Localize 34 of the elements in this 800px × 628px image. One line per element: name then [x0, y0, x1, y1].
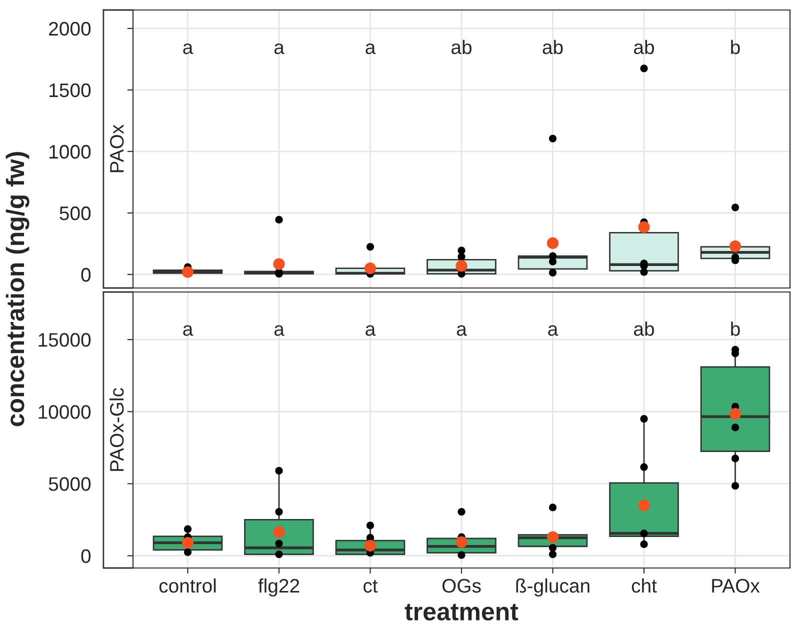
x-tick-label: ß-glucan	[516, 578, 590, 597]
y-tick-label: 0	[81, 268, 91, 282]
annotation: ab	[634, 40, 654, 54]
annotation: a	[274, 43, 284, 54]
annotation: ab	[452, 40, 472, 54]
annotation: ab	[542, 40, 563, 54]
y-tick-label: 5000	[48, 477, 91, 491]
y-tick-label: 15000	[38, 333, 91, 347]
annotation: ab	[634, 322, 654, 336]
x-tick-label: control	[159, 578, 216, 593]
annotation: a	[274, 325, 284, 336]
x-tick-label: PAOx	[712, 578, 760, 593]
annotation: a	[183, 43, 194, 54]
x-tick-label: cht	[632, 578, 657, 593]
x-tick-label: flg22	[258, 578, 300, 597]
y-tick-label: 10000	[38, 405, 91, 419]
y-tick-label: 1500	[50, 83, 91, 98]
text: PAOx-Glc	[109, 388, 124, 471]
annotation: b	[731, 322, 740, 336]
x-tick-label: ct	[364, 580, 378, 593]
annotation: a	[183, 325, 194, 336]
y-tick-label: 2000	[49, 22, 91, 36]
y-tick-label: 1000	[50, 144, 91, 159]
annotation: a	[366, 43, 376, 54]
y-tick-label: 500	[60, 206, 91, 220]
text: PAOx	[110, 124, 124, 172]
x-tick-label: OGs	[442, 578, 481, 593]
y-tick-label: 0	[81, 549, 91, 563]
annotation: b	[731, 40, 740, 54]
annotation: a	[456, 325, 467, 336]
annotation: a	[548, 325, 558, 336]
x-axis-title: treatment	[404, 604, 518, 620]
y-axis-title: concentration (ng/g fw)	[6, 152, 30, 426]
annotation: a	[366, 325, 376, 336]
